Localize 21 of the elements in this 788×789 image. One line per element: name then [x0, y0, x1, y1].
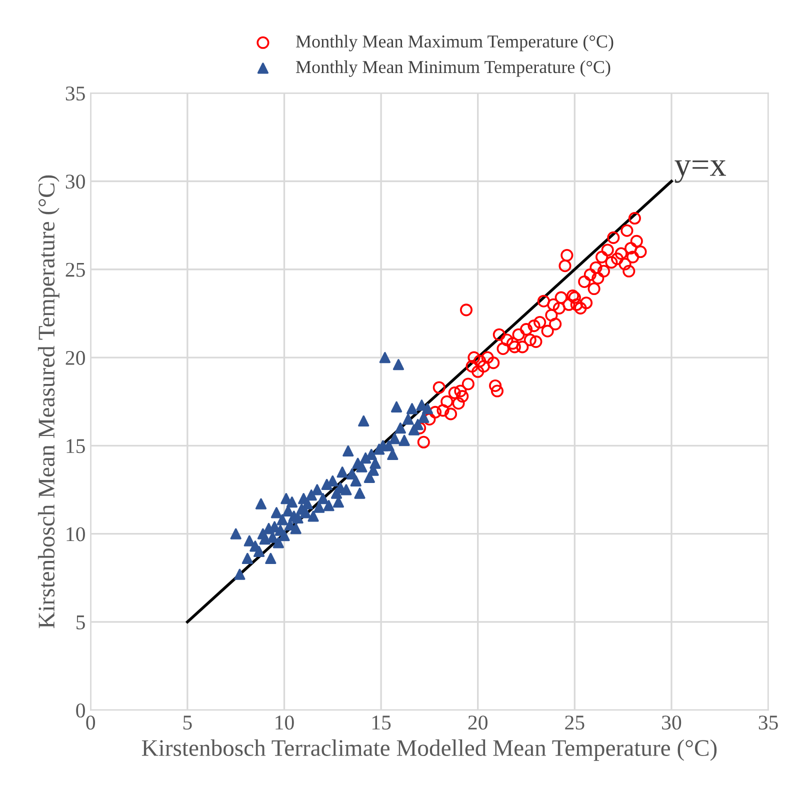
x-tick-label: 20	[468, 716, 488, 730]
legend-label: Monthly Mean Maximum Temperature (°C)	[296, 34, 614, 52]
y-tick-label: 20	[66, 350, 85, 365]
y-tick-label: 25	[66, 262, 85, 277]
y-tick-label: 10	[66, 527, 85, 542]
y-tick-label: 15	[66, 439, 85, 454]
x-tick-label: 35	[758, 716, 778, 730]
x-axis-title: Kirstenbosch Terraclimate Modelled Mean Temperature (°C)	[142, 739, 717, 761]
y-tick-label: 30	[66, 174, 85, 189]
y-tick-label: 0	[76, 703, 85, 718]
y-tick-label: 5	[76, 616, 85, 630]
x-tick-label: 10	[276, 716, 294, 730]
y-axis-title: Kirstenbosch Mean Measured Temperature (°C)	[38, 175, 60, 628]
x-tick-label: 15	[372, 716, 391, 730]
x-tick-label: 25	[565, 716, 584, 730]
x-tick-label: 5	[183, 716, 192, 730]
annotation: y=x	[674, 160, 726, 183]
legend-label: Monthly Mean Minimum Temperature (°C)	[296, 60, 610, 77]
x-tick-label: 0	[86, 716, 96, 730]
x-tick-label: 30	[662, 716, 682, 730]
y-tick-label: 35	[66, 86, 85, 101]
